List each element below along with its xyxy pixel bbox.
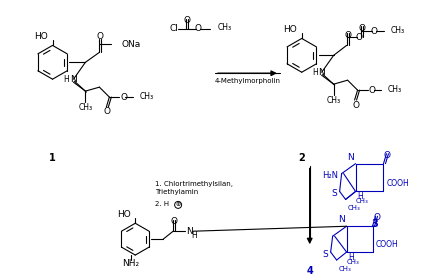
Text: Triethylamin: Triethylamin xyxy=(155,190,198,195)
Text: HO: HO xyxy=(117,210,131,219)
Text: H: H xyxy=(64,75,70,84)
Text: S: S xyxy=(331,189,337,198)
Text: 1: 1 xyxy=(49,153,56,163)
Text: O: O xyxy=(183,16,191,24)
Text: HO: HO xyxy=(34,32,48,41)
Text: N: N xyxy=(186,227,193,236)
Text: O: O xyxy=(352,101,359,110)
Text: COOH: COOH xyxy=(386,179,409,188)
Text: N: N xyxy=(347,153,354,162)
Text: N: N xyxy=(70,75,77,84)
Text: CH₃: CH₃ xyxy=(339,266,352,272)
Text: CH₃: CH₃ xyxy=(347,259,359,265)
Text: N: N xyxy=(338,215,345,224)
Text: H: H xyxy=(191,231,197,240)
Text: O: O xyxy=(104,108,111,116)
Text: O: O xyxy=(194,24,202,33)
Text: 3: 3 xyxy=(371,219,378,229)
Text: N: N xyxy=(318,68,325,77)
Text: CH₃: CH₃ xyxy=(348,205,360,211)
Text: O: O xyxy=(97,32,104,41)
Text: S: S xyxy=(322,250,328,259)
Text: CH₃: CH₃ xyxy=(78,103,92,111)
Text: O: O xyxy=(373,213,380,222)
Text: H: H xyxy=(348,252,354,262)
Text: CH₃: CH₃ xyxy=(326,96,341,105)
Text: H: H xyxy=(312,68,318,77)
Text: CH₃: CH₃ xyxy=(390,26,405,35)
Text: O: O xyxy=(344,31,351,39)
Text: NH₂: NH₂ xyxy=(122,259,139,267)
Text: 2: 2 xyxy=(298,153,305,163)
Text: 4: 4 xyxy=(306,266,313,276)
Text: ⊕: ⊕ xyxy=(176,202,181,207)
Text: O: O xyxy=(120,93,127,101)
Text: O: O xyxy=(384,151,391,160)
Text: 1. Chlortrimethylsilan,: 1. Chlortrimethylsilan, xyxy=(155,180,233,187)
Text: O: O xyxy=(358,24,365,33)
Text: CH₃: CH₃ xyxy=(388,85,402,94)
Text: H₂N: H₂N xyxy=(323,171,339,180)
Text: 4-Methylmorpholin: 4-Methylmorpholin xyxy=(215,78,281,84)
Text: ONa: ONa xyxy=(121,40,140,49)
Text: COOH: COOH xyxy=(375,240,398,249)
Text: O: O xyxy=(355,33,362,42)
Text: HO: HO xyxy=(283,25,297,34)
Text: O: O xyxy=(370,27,377,36)
Text: CH₃: CH₃ xyxy=(139,91,154,101)
Text: O: O xyxy=(171,217,178,226)
Text: H: H xyxy=(358,192,363,201)
Text: Cl: Cl xyxy=(169,24,178,33)
Text: CH₃: CH₃ xyxy=(218,23,232,32)
Text: 2. H: 2. H xyxy=(155,201,169,207)
Text: CH₃: CH₃ xyxy=(356,198,368,204)
Text: O: O xyxy=(369,86,375,95)
